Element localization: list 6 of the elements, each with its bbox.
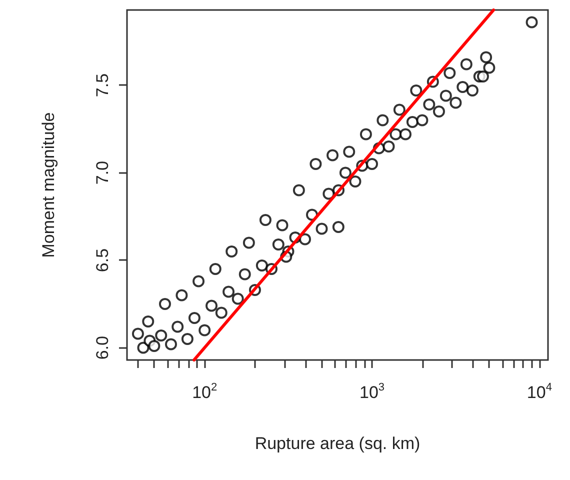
y-tick-label: 7.5 [93, 73, 112, 98]
y-tick-label: 6.5 [93, 248, 112, 272]
x-axis-title: Rupture area (sq. km) [254, 434, 420, 453]
y-tick-label: 6.0 [93, 336, 112, 360]
y-tick-label: 7.0 [93, 160, 112, 185]
y-axis-title: Moment magnitude [39, 112, 58, 258]
